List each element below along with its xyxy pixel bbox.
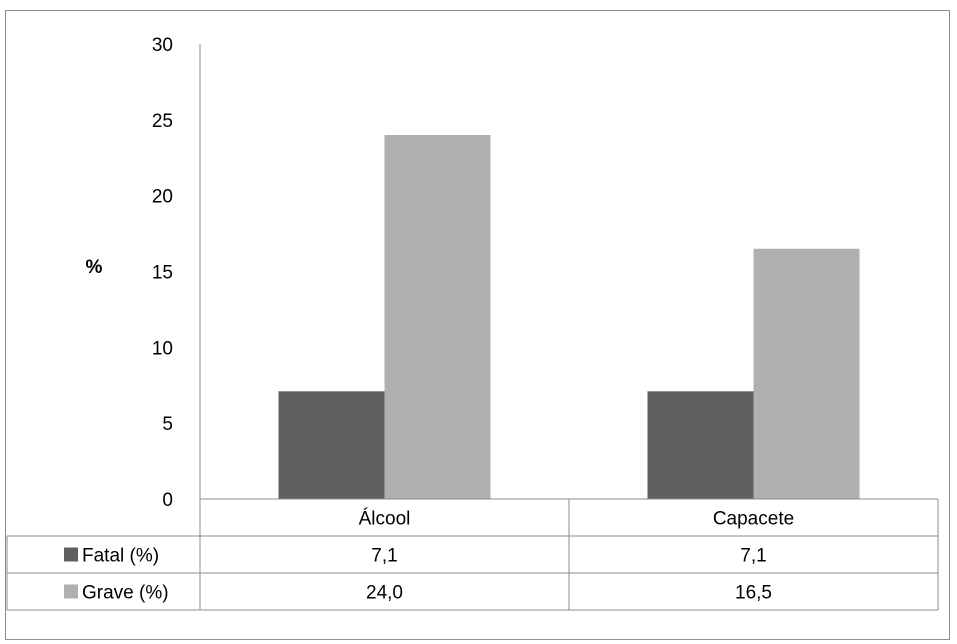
y-tick-label: 0 [162,490,173,511]
legend-swatch [64,584,78,599]
bar [647,391,754,499]
bar [384,135,491,499]
bar [753,248,860,499]
y-tick-label: 25 [152,111,173,132]
legend-swatch [64,547,78,562]
bar-chart: 0 5 10 15 20 25 30 Álcool Capacete Fatal (%) 7,1 7… [6,35,939,611]
data-table-value: 7,1 [371,546,397,567]
y-tick-label: 20 [152,187,173,208]
bar [278,391,385,499]
legend-label: Fatal (%) [82,546,159,567]
y-tick-label: 15 [152,263,173,284]
y-tick-label: 10 [152,338,173,359]
y-tick-label: 5 [162,414,173,435]
data-table-value: 16,5 [735,583,772,604]
x-category-label: Capacete [713,509,794,530]
data-table-value: 24,0 [366,583,403,604]
y-axis-label: % [86,257,103,278]
chart-frame: 0 5 10 15 20 25 30 Álcool Capacete Fatal (%) 7,1 7… [5,10,950,640]
y-tick-label: 30 [152,35,173,56]
data-table-value: 7,1 [740,546,766,567]
x-category-label: Álcool [359,509,411,530]
legend-label: Grave (%) [82,583,169,604]
